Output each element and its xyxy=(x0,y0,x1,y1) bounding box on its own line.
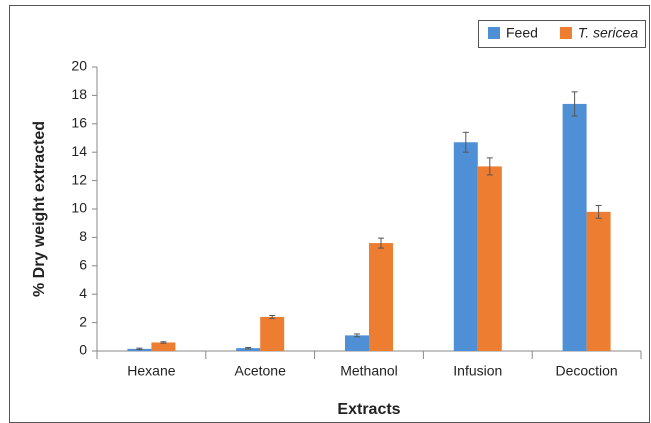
bar xyxy=(586,211,611,351)
y-tick-label: 8 xyxy=(79,228,87,244)
y-tick-label: 16 xyxy=(71,115,87,131)
bar xyxy=(236,348,261,351)
x-tick-label: Infusion xyxy=(453,363,502,379)
bar xyxy=(562,103,587,351)
legend-swatch xyxy=(559,27,572,39)
x-axis-label: Extracts xyxy=(337,401,400,418)
bar xyxy=(151,342,176,351)
legend-label: Feed xyxy=(506,25,538,41)
x-tick-label: Methanol xyxy=(340,363,398,379)
x-tick-label: Decoction xyxy=(555,363,617,379)
y-tick-label: 4 xyxy=(79,285,87,301)
y-tick-label: 18 xyxy=(71,86,87,102)
bar xyxy=(260,316,285,351)
legend-label: T. sericea xyxy=(578,25,638,41)
y-tick-label: 10 xyxy=(71,200,87,216)
y-tick-label: 2 xyxy=(79,313,87,329)
x-tick-label: Acetone xyxy=(235,363,287,379)
x-tick-label: Hexane xyxy=(127,363,175,379)
chart-border xyxy=(9,5,650,423)
y-tick-label: 0 xyxy=(79,342,87,358)
bar xyxy=(369,243,393,351)
bar xyxy=(345,335,369,351)
y-tick-label: 12 xyxy=(71,171,87,187)
y-tick-label: 14 xyxy=(71,143,87,159)
y-tick-label: 6 xyxy=(79,257,87,273)
y-tick-label: 20 xyxy=(71,58,87,74)
y-axis-label: % Dry weight extracted xyxy=(31,121,48,297)
bar xyxy=(477,166,502,351)
bar xyxy=(453,142,478,351)
legend-swatch xyxy=(488,27,500,39)
